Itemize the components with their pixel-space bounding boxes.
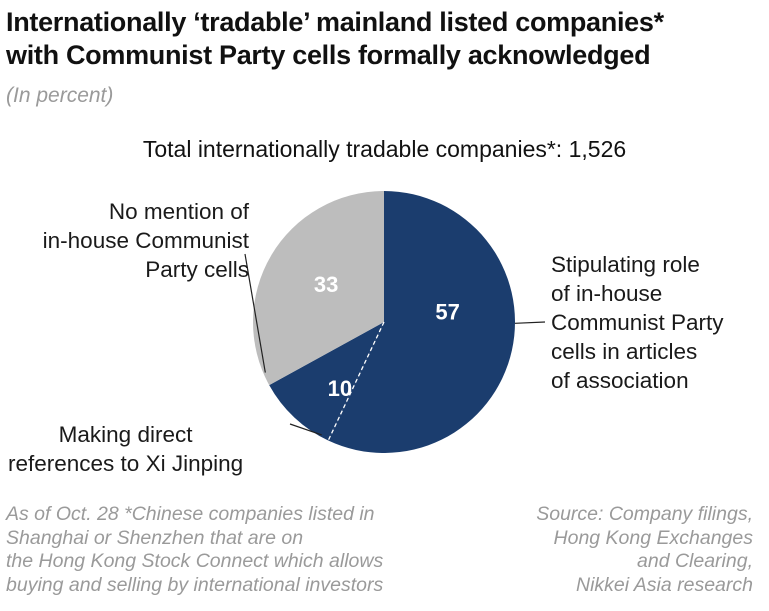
slice-label-line: Party cells xyxy=(145,257,249,282)
slice-label-line: Communist Party xyxy=(551,310,724,335)
slice-divider-dashed xyxy=(327,321,385,441)
slice-label-line: No mention of xyxy=(108,199,249,224)
source-line: Nikkei Asia research xyxy=(575,573,753,596)
footnote-line: Shanghai or Shenzhen that are on xyxy=(6,526,304,549)
slice-label-line: of in-house xyxy=(551,281,663,306)
pie-slices xyxy=(253,191,516,453)
pie-slice-no-mention xyxy=(253,191,384,386)
leader-lines xyxy=(244,253,546,436)
chart-unit: (In percent) xyxy=(6,84,114,107)
slice-label-line: cells in articles xyxy=(551,339,698,364)
slice-label-xi-jinping: Making direct references to Xi Jinping xyxy=(8,420,243,478)
leader-line-stipulating xyxy=(514,321,546,324)
footnote-note: As of Oct. 28 *Chinese companies listed … xyxy=(6,503,383,597)
slice-label-no-mention: No mention of in-house Communist Party c… xyxy=(43,197,249,284)
value-label-xi-jinping: 10 xyxy=(328,376,352,401)
leader-line-no-mention xyxy=(244,253,266,373)
source-line: Hong Kong Exchanges xyxy=(553,526,753,549)
footnote-line: the Hong Kong Stock Connect which allows xyxy=(6,550,384,572)
value-label-no-mention: 33 xyxy=(314,272,338,297)
chart-title: Internationally ‘tradable’ mainland list… xyxy=(6,6,766,72)
slice-label-line: of association xyxy=(551,368,689,393)
source-line: and Clearing, xyxy=(637,550,753,572)
slice-label-line: Making direct xyxy=(58,422,193,447)
slice-label-stipulating: Stipulating role of in-house Communist P… xyxy=(551,250,724,395)
total-companies-label: Total internationally tradable companies… xyxy=(142,136,627,162)
slice-label-line: Stipulating role xyxy=(551,252,700,277)
chart-title-line-2: with Communist Party cells formally ackn… xyxy=(6,40,651,70)
slice-label-line: references to Xi Jinping xyxy=(8,451,244,476)
value-label-stipulating: 57 xyxy=(435,299,459,324)
pie-value-labels: 57 10 33 xyxy=(314,272,460,401)
slice-label-line: in-house Communist xyxy=(42,228,249,253)
pie-slice-stipulating xyxy=(328,191,516,453)
footnote-line: As of Oct. 28 *Chinese companies listed … xyxy=(6,503,375,525)
leader-line-xi-jinping xyxy=(289,423,322,436)
chart-title-line-1: Internationally ‘tradable’ mainland list… xyxy=(6,7,664,37)
footnote-line: buying and selling by international inve… xyxy=(6,573,384,596)
source-line: Source: Company filings, xyxy=(536,503,753,525)
footnote-source: Source: Company filings, Hong Kong Excha… xyxy=(536,503,753,597)
pie-slice-xi-jinping xyxy=(269,322,384,441)
